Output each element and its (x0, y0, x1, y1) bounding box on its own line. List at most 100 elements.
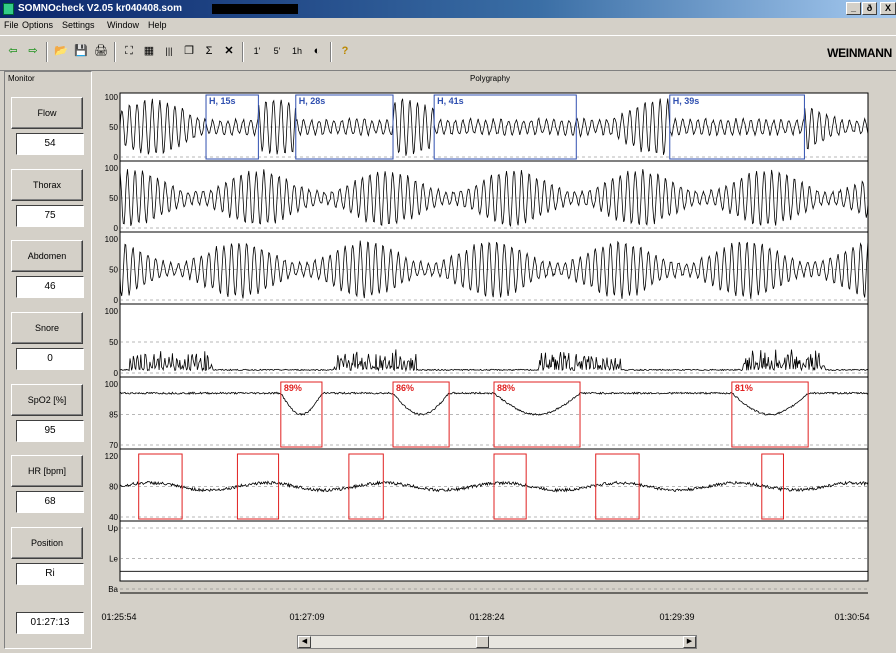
toolbar-separator (114, 42, 116, 62)
event-marker (295, 94, 394, 160)
zoom-5min-button[interactable]: 5' (273, 46, 281, 56)
print-icon[interactable]: 🖨 (94, 45, 108, 57)
channel-value-flow: 54 (16, 133, 84, 155)
help-icon[interactable]: ? (341, 45, 349, 57)
app-icon (3, 3, 14, 15)
menu-help[interactable]: Help (148, 20, 167, 30)
window-icon[interactable]: ❐ (184, 45, 194, 57)
y-tick-label: 50 (109, 338, 118, 347)
y-tick-label: 80 (109, 483, 118, 492)
channel-button-position[interactable]: Position (11, 527, 83, 559)
event-marker (761, 453, 784, 520)
toolbar-separator (330, 42, 332, 62)
channel-value-thorax: 75 (16, 205, 84, 227)
signal-trace (119, 240, 869, 299)
polygraphy-chart[interactable]: 100 50 0 H, 15s H, 28s H, 41s H, 39s 100 50 0 100 5… (92, 71, 896, 633)
bar-chart-icon[interactable]: ||| (165, 46, 173, 56)
event-label: H, 28s (299, 96, 326, 106)
event-marker (731, 381, 809, 448)
menu-file[interactable]: File (4, 20, 19, 30)
event-marker (595, 453, 640, 520)
y-tick-label: Le (109, 555, 118, 564)
weinmann-logo: WEINMANN (827, 46, 892, 60)
open-folder-icon[interactable]: 📂 (54, 45, 68, 57)
channel-button-thorax[interactable]: Thorax (11, 169, 83, 201)
minimize-button[interactable]: _ (846, 2, 861, 15)
channel-button-hr[interactable]: HR [bpm] (11, 455, 83, 487)
signal-trace (119, 169, 869, 228)
track-thorax: 100 50 0 (105, 164, 869, 233)
event-label: 89% (284, 383, 302, 393)
delete-icon[interactable]: ✕ (224, 45, 234, 57)
channel-button-snore[interactable]: Snore (11, 312, 83, 344)
scroll-right-arrow-icon[interactable]: ▶ (683, 636, 696, 648)
scroll-left-arrow-icon[interactable]: ◀ (298, 636, 311, 648)
track-abdomen: 100 50 0 (105, 235, 869, 305)
y-tick-label: 50 (109, 194, 118, 203)
menu-window[interactable]: Window (107, 20, 140, 30)
y-tick-label: Ba (108, 585, 118, 594)
event-label: H, 15s (209, 96, 236, 106)
y-tick-label: 100 (105, 235, 119, 244)
y-tick-label: Up (108, 524, 119, 533)
y-tick-label: 85 (109, 411, 118, 420)
channel-button-abdomen[interactable]: Abdomen (11, 240, 83, 272)
table-icon[interactable]: ▦ (143, 45, 155, 57)
y-tick-label: 0 (114, 224, 119, 233)
event-label: 88% (497, 383, 515, 393)
time-tick-label: 01:25:54 (101, 612, 136, 622)
event-label: H, 41s (437, 96, 464, 106)
channel-button-flow[interactable]: Flow (11, 97, 83, 129)
maximize-button[interactable]: ð (862, 2, 877, 15)
overview-icon[interactable]: ⛶ (125, 45, 133, 57)
channel-value-spo2: 95 (16, 420, 84, 442)
zoom-1min-button[interactable]: 1' (253, 46, 261, 56)
sum-icon[interactable]: Σ (205, 45, 213, 57)
channel-value-hr: 68 (16, 491, 84, 513)
track-snore: 100 50 0 (105, 307, 869, 378)
y-tick-label: 0 (114, 153, 119, 162)
event-marker (433, 94, 577, 160)
menu-bar: File Options Settings Window Help (0, 18, 896, 35)
time-tick-label: 01:27:09 (289, 612, 324, 622)
event-label: 81% (735, 383, 753, 393)
track-flow: 100 50 0 H, 15s H, 28s H, 41s H, 39s (105, 93, 869, 162)
y-tick-label: 70 (109, 441, 118, 450)
track-hr-bpm-: 120 80 40 (105, 452, 869, 522)
channel-value-abdomen: 46 (16, 276, 84, 298)
toolbar: ⇦ ⇨ 📂 💾 🖨 ⛶ ▦ ||| ❐ Σ ✕ 1' 5' 1h ◐ ? WEI… (0, 35, 896, 71)
save-icon[interactable]: 💾 (74, 45, 88, 57)
menu-options[interactable]: Options (22, 20, 54, 30)
import-icon[interactable]: ⇦ (8, 45, 18, 57)
y-tick-label: 0 (114, 296, 119, 305)
event-label: 86% (396, 383, 414, 393)
event-label: H, 39s (673, 96, 700, 106)
y-tick-label: 40 (109, 513, 118, 522)
event-marker (236, 453, 280, 520)
scroll-thumb[interactable] (476, 636, 489, 648)
event-marker (205, 94, 259, 160)
close-button[interactable]: X (880, 2, 896, 15)
y-tick-label: 0 (114, 369, 119, 378)
menu-settings[interactable]: Settings (62, 20, 95, 30)
channel-button-spo2[interactable]: SpO2 [%] (11, 384, 83, 416)
signal-trace (119, 98, 869, 156)
title-bar: SOMNOcheck V2.05 kr040408.som _ ð X (0, 0, 896, 18)
y-tick-label: 50 (109, 123, 118, 132)
y-tick-label: 100 (105, 93, 119, 102)
time-scrollbar[interactable]: ◀ ▶ (297, 635, 697, 649)
y-tick-label: 50 (109, 266, 118, 275)
track-spo2-: 100 85 70 89% 86% 88% 81% (105, 380, 869, 450)
toolbar-separator (46, 42, 48, 62)
y-tick-label: 100 (105, 164, 119, 173)
redacted-patient-name (212, 4, 298, 14)
zoom-1h-button[interactable]: 1h (291, 46, 302, 56)
export-icon[interactable]: ⇨ (28, 45, 38, 57)
channel-value-position: Ri (16, 563, 84, 585)
event-marker (493, 381, 581, 448)
signal-trace (119, 349, 869, 373)
y-tick-label: 100 (105, 307, 119, 316)
time-tick-label: 01:29:39 (659, 612, 694, 622)
event-marker (280, 381, 323, 448)
night-mode-icon[interactable]: ◐ (313, 45, 321, 57)
